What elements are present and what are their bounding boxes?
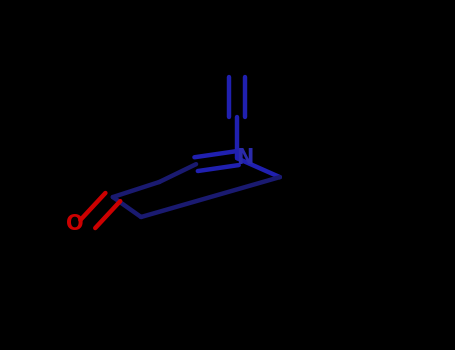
- Text: O: O: [66, 214, 84, 234]
- Text: N: N: [237, 148, 254, 168]
